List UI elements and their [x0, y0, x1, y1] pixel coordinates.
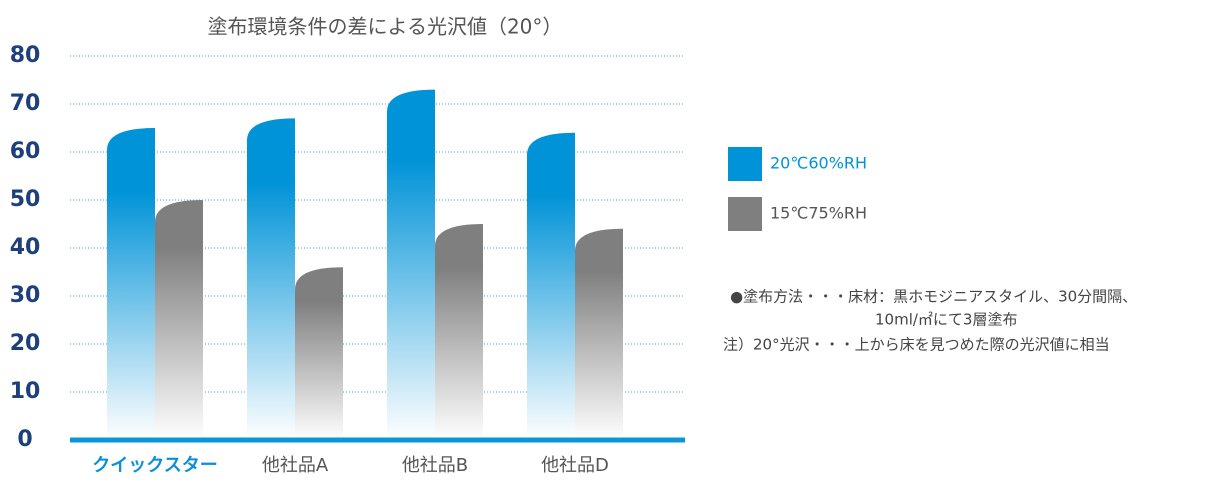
x-tick-label: 他社品B — [402, 455, 468, 476]
bar — [387, 89, 435, 440]
note: ●塗布方法・・・床材：黒ホモジニアスタイル、30分間隔、 — [730, 288, 1137, 306]
y-tick-label: 50 — [10, 187, 41, 212]
y-tick-label: 80 — [10, 43, 41, 68]
x-tick-label: 他社品A — [262, 455, 329, 476]
chart-title: 塗布環境条件の差による光沢値（20°） — [208, 15, 563, 39]
bar — [107, 128, 155, 440]
note: 10ml/㎡にて3層塗布 — [875, 311, 1017, 329]
x-tick-label: 他社品D — [541, 455, 609, 476]
y-tick-label: 60 — [10, 139, 41, 164]
legend-swatch — [728, 197, 762, 231]
y-tick-label: 20 — [10, 331, 41, 356]
y-tick-label: 70 — [10, 91, 41, 116]
y-tick-label: 30 — [10, 283, 41, 308]
bar — [155, 200, 203, 440]
bar — [247, 118, 295, 441]
note: 注）20°光沢・・・上から床を見つめた際の光沢値に相当 — [723, 336, 1110, 354]
y-tick-label: 10 — [10, 379, 41, 404]
legend-label: 15℃75%RH — [770, 204, 867, 223]
y-tick-label: 0 — [17, 427, 32, 452]
legend-swatch — [728, 147, 762, 181]
bar — [295, 267, 343, 440]
y-tick-label: 40 — [10, 235, 41, 260]
legend-label: 20℃60%RH — [770, 154, 867, 173]
bar — [575, 228, 623, 440]
bar — [435, 224, 483, 440]
bar — [527, 132, 575, 441]
x-tick-label: クイックスター — [92, 455, 217, 476]
